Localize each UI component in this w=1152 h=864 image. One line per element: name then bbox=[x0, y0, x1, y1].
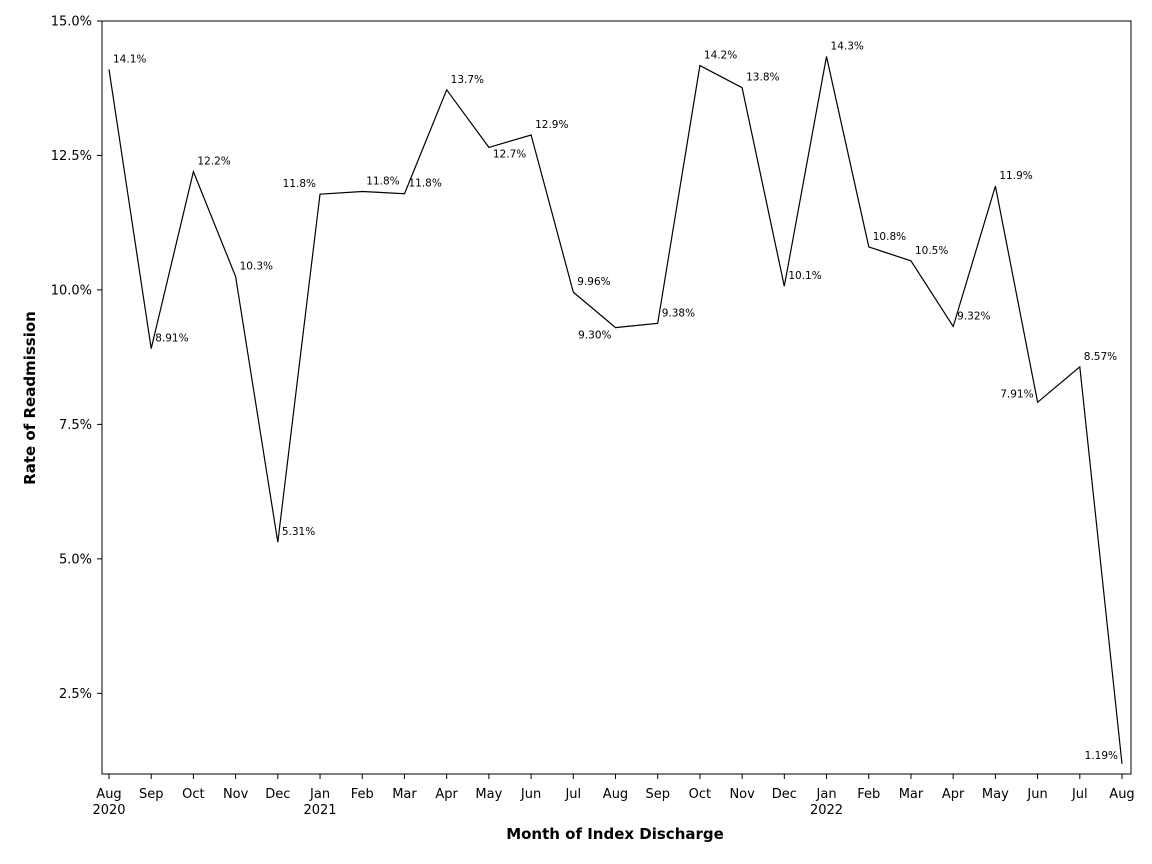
y-tick-label: 7.5% bbox=[59, 418, 92, 433]
data-label: 10.5% bbox=[915, 245, 948, 257]
x-tick-label: Jun bbox=[1026, 787, 1047, 802]
x-tick-label: Sep bbox=[139, 787, 164, 802]
x-tick-label: Jun bbox=[520, 787, 541, 802]
data-label: 11.8% bbox=[366, 176, 399, 188]
data-label: 14.2% bbox=[704, 50, 737, 62]
data-label-layer: 14.1% 8.91% 12.2% 10.3% 5.31% 11.8% 11.8% 11.8%… bbox=[113, 40, 1118, 761]
y-tick-label: 12.5% bbox=[51, 149, 92, 164]
data-label: 9.32% bbox=[957, 311, 990, 323]
x-tick-label: Aug bbox=[603, 787, 628, 802]
data-label: 14.1% bbox=[113, 53, 146, 65]
data-label: 12.2% bbox=[197, 156, 230, 168]
data-label: 8.91% bbox=[155, 333, 188, 345]
x-tick-label: Nov bbox=[729, 787, 755, 802]
data-label: 14.3% bbox=[831, 40, 864, 52]
x-tick-label: Apr bbox=[435, 787, 458, 802]
data-label: 11.8% bbox=[408, 178, 441, 190]
x-tick-label: May bbox=[475, 787, 502, 802]
x-tick-label: Oct bbox=[182, 787, 204, 802]
x-tick-label: Dec bbox=[772, 787, 797, 802]
data-label: 7.91% bbox=[1000, 388, 1033, 400]
data-label: 13.8% bbox=[746, 72, 779, 84]
y-axis: 2.5% 5.0% 7.5% 10.0% 12.5% 15.0% bbox=[51, 15, 102, 702]
x-tick-label: Jan bbox=[309, 787, 330, 802]
x-tick-label: Apr bbox=[942, 787, 965, 802]
y-tick-label: 15.0% bbox=[51, 15, 92, 30]
data-label: 10.1% bbox=[788, 270, 821, 282]
x-tick-year-label: 2021 bbox=[303, 803, 336, 818]
x-tick-label: Mar bbox=[899, 787, 924, 802]
y-tick-label: 10.0% bbox=[51, 283, 92, 298]
x-tick-label: Mar bbox=[392, 787, 417, 802]
x-tick-label: Jul bbox=[1071, 787, 1088, 802]
x-tick-label: Sep bbox=[645, 787, 670, 802]
x-tick-label: Aug bbox=[1109, 787, 1134, 802]
x-tick-label: Nov bbox=[223, 787, 249, 802]
x-tick-label: Jan bbox=[816, 787, 837, 802]
x-tick-year-label: 2022 bbox=[810, 803, 843, 818]
data-label: 10.8% bbox=[873, 231, 906, 243]
data-label: 12.9% bbox=[535, 119, 568, 131]
x-tick-label: May bbox=[982, 787, 1009, 802]
data-label: 9.30% bbox=[578, 330, 611, 342]
series-line bbox=[108, 56, 1123, 764]
y-axis-title: Rate of Readmission bbox=[21, 311, 39, 485]
series-layer bbox=[108, 56, 1123, 764]
plot-area-frame bbox=[101, 20, 1132, 775]
x-tick-year-label: 2020 bbox=[92, 803, 125, 818]
data-label: 9.96% bbox=[577, 276, 610, 288]
y-tick-label: 5.0% bbox=[59, 552, 92, 567]
data-label: 5.31% bbox=[282, 526, 315, 538]
data-label: 12.7% bbox=[493, 148, 526, 160]
x-tick-label: Feb bbox=[351, 787, 374, 802]
data-label: 11.9% bbox=[999, 170, 1032, 182]
y-tick-label: 2.5% bbox=[59, 687, 92, 702]
x-tick-label: Dec bbox=[265, 787, 290, 802]
data-label: 9.38% bbox=[662, 307, 695, 319]
x-axis-title: Month of Index Discharge bbox=[506, 825, 724, 843]
x-tick-label: Feb bbox=[857, 787, 880, 802]
data-label: 13.7% bbox=[451, 74, 484, 86]
x-tick-label: Oct bbox=[689, 787, 711, 802]
x-tick-label: Aug bbox=[96, 787, 121, 802]
data-label: 11.8% bbox=[283, 178, 316, 190]
data-label: 10.3% bbox=[240, 260, 273, 272]
data-label: 8.57% bbox=[1084, 351, 1117, 363]
data-label: 1.19% bbox=[1085, 750, 1118, 762]
x-tick-label: Jul bbox=[564, 787, 581, 802]
